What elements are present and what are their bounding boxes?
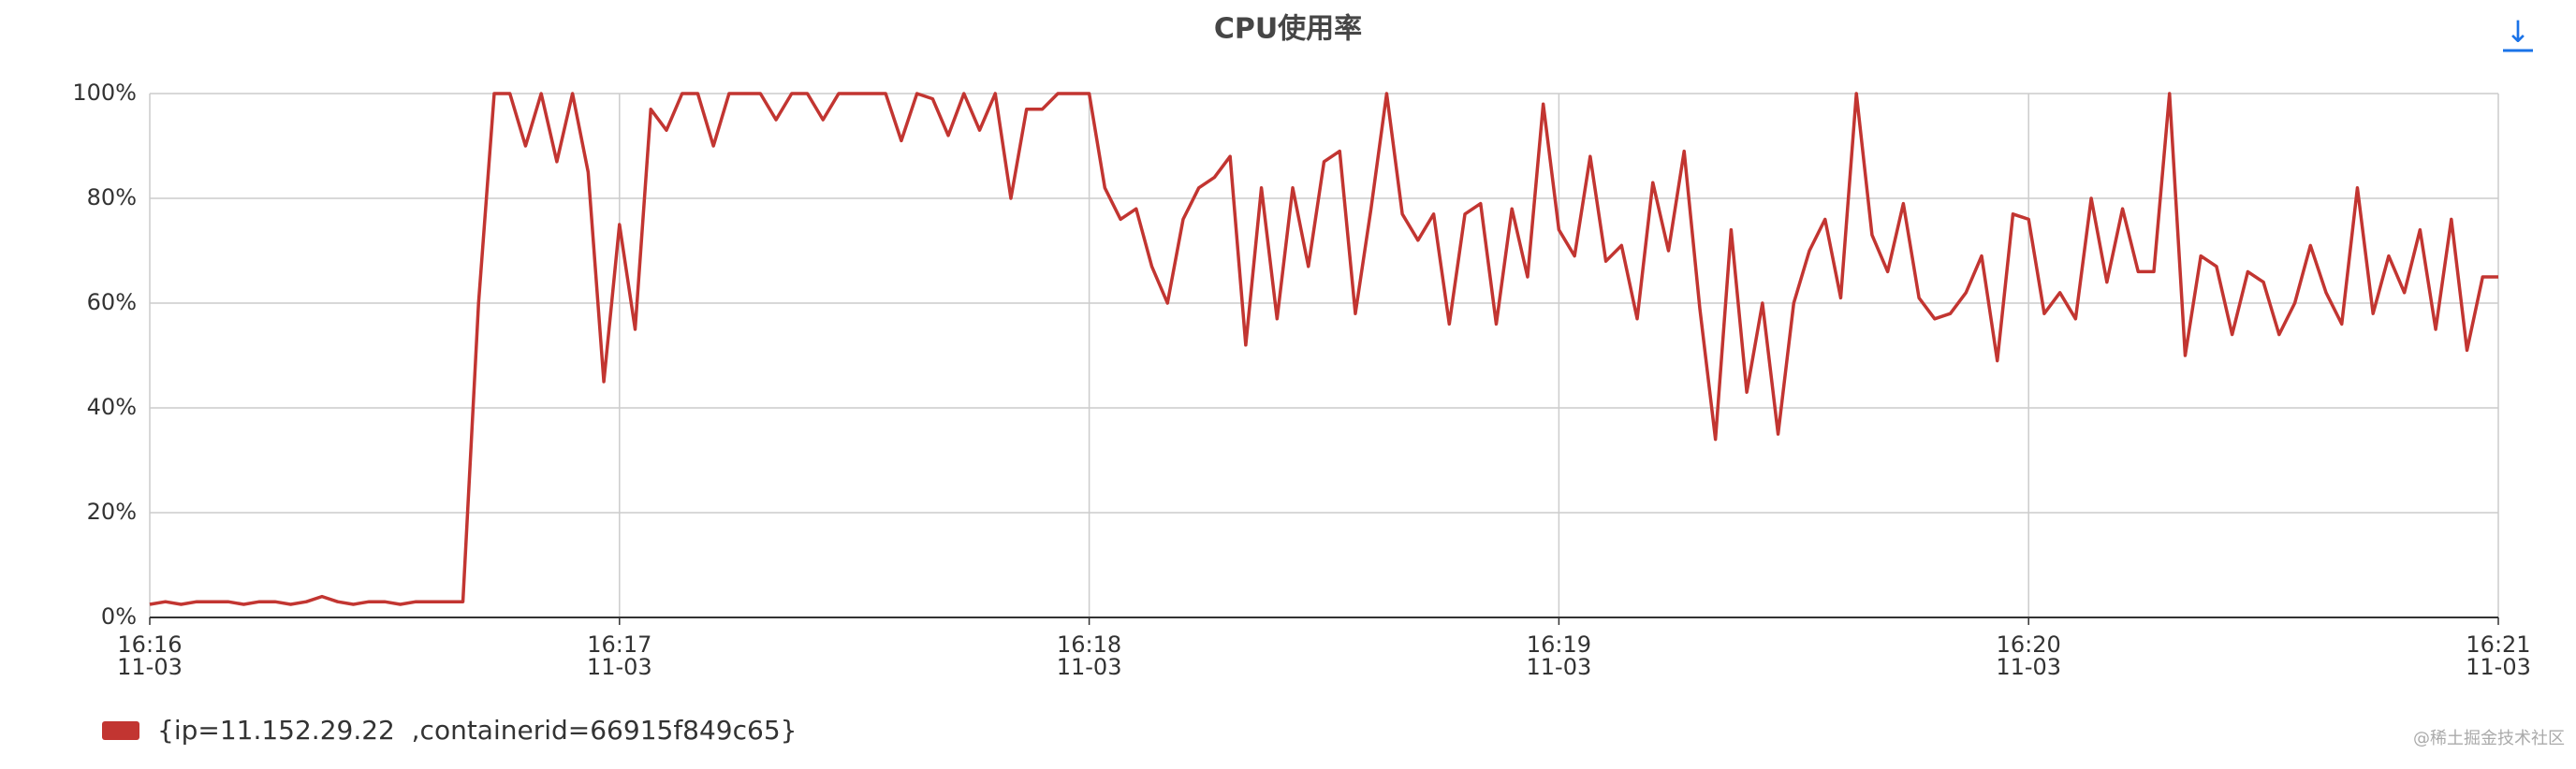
chart-title: CPU使用率 — [1214, 13, 1362, 46]
x-tick-label: 16:18 — [1057, 631, 1121, 658]
download-button[interactable]: ↓ — [2506, 14, 2531, 50]
y-tick-label: 40% — [87, 394, 137, 420]
x-tick-label: 16:21 — [2466, 631, 2530, 658]
y-tick-label: 60% — [87, 289, 137, 315]
x-tick-label: 16:20 — [1997, 631, 2061, 658]
legend-label: {ip=11.152.29.22 ,containerid=66915f849c… — [157, 715, 797, 746]
x-tick-label: 16:19 — [1527, 631, 1591, 658]
series-line — [149, 92, 2498, 606]
watermark: @稀土掘金技术社区 — [2413, 729, 2565, 748]
x-tick-date: 11-03 — [1527, 654, 1592, 680]
y-tick-label: 0% — [101, 603, 137, 630]
legend-swatch — [102, 721, 139, 740]
y-tick-label: 100% — [72, 80, 137, 106]
y-tick-label: 20% — [87, 499, 137, 525]
x-tick-date: 11-03 — [1996, 654, 2061, 680]
x-tick-label: 16:17 — [587, 631, 651, 658]
x-tick-label: 16:16 — [117, 631, 182, 658]
x-tick-date: 11-03 — [1057, 654, 1122, 680]
y-tick-label: 80% — [87, 184, 137, 210]
x-tick-date: 11-03 — [117, 654, 183, 680]
x-tick-date: 11-03 — [2466, 654, 2531, 680]
x-tick-date: 11-03 — [587, 654, 652, 680]
